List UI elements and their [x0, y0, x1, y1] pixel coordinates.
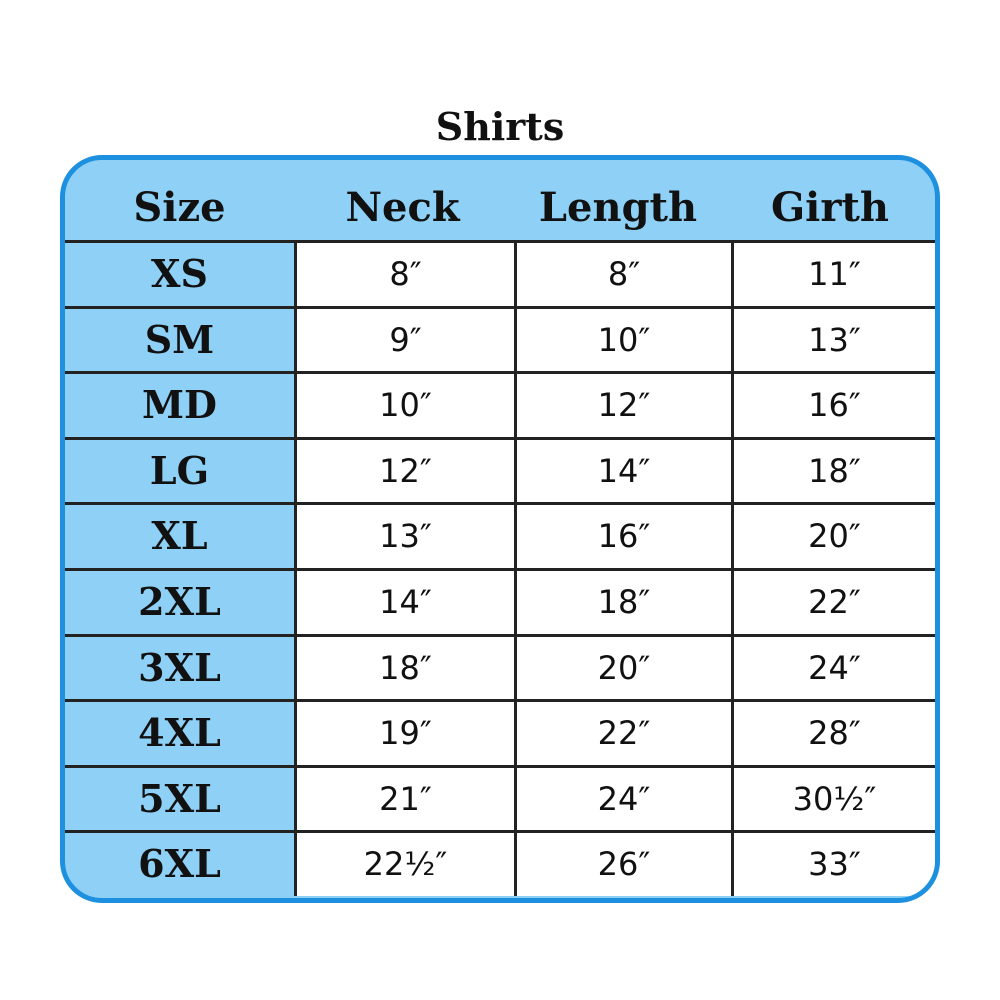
- size-cell: 6XL: [138, 841, 221, 887]
- table-row: 5XL 21″ 24″ 30½″: [65, 764, 935, 831]
- girth-cell: 24″: [731, 636, 935, 700]
- header-size: Size: [133, 184, 226, 231]
- neck-cell: 21″: [294, 767, 514, 831]
- length-cell: 22″: [514, 702, 731, 765]
- size-cell: XS: [151, 251, 208, 296]
- size-cell: SM: [144, 316, 215, 362]
- neck-cell: 13″: [294, 505, 514, 568]
- header-girth: Girth: [771, 184, 889, 231]
- girth-cell: 30½″: [731, 767, 935, 831]
- girth-cell: 13″: [731, 308, 935, 372]
- length-cell: 18″: [514, 570, 731, 634]
- neck-cell: 10″: [294, 374, 514, 437]
- table-row: MD 10″ 12″ 16″: [65, 371, 935, 437]
- table-row: 3XL 18″ 20″ 24″: [65, 633, 935, 700]
- table-title: Shirts: [435, 104, 565, 149]
- girth-cell: 18″: [731, 439, 935, 503]
- header-row: Size Neck Length Girth: [65, 160, 935, 240]
- size-cell: 5XL: [138, 775, 221, 821]
- table-row: 2XL 14″ 18″ 22″: [65, 567, 935, 634]
- table-row: 6XL 22½″ 26″ 33″: [65, 830, 935, 896]
- length-cell: 10″: [514, 308, 731, 372]
- table-row: XS 8″ 8″ 11″: [65, 240, 935, 306]
- header-neck: Neck: [345, 184, 460, 231]
- table-row: 4XL 19″ 22″ 28″: [65, 699, 935, 765]
- girth-cell: 20″: [731, 505, 935, 568]
- table-row: XL 13″ 16″ 20″: [65, 502, 935, 568]
- size-cell: 2XL: [138, 578, 221, 624]
- length-cell: 20″: [514, 636, 731, 700]
- neck-cell: 8″: [294, 243, 514, 306]
- size-cell: LG: [149, 447, 210, 493]
- neck-cell: 19″: [294, 702, 514, 765]
- girth-cell: 33″: [731, 833, 935, 896]
- size-cell: 4XL: [138, 710, 221, 756]
- size-chart-table: Size Neck Length Girth XS 8″ 8″ 11″ SM 9″ 10″ 1…: [60, 155, 940, 903]
- size-cell: XL: [151, 513, 208, 559]
- size-cell: 3XL: [138, 644, 221, 690]
- neck-cell: 14″: [294, 570, 514, 634]
- length-cell: 8″: [514, 243, 731, 306]
- length-cell: 16″: [514, 505, 731, 568]
- neck-cell: 12″: [294, 439, 514, 503]
- length-cell: 14″: [514, 439, 731, 503]
- table-row: LG 12″ 14″ 18″: [65, 436, 935, 503]
- size-cell: MD: [141, 382, 218, 428]
- table-body: XS 8″ 8″ 11″ SM 9″ 10″ 13″ MD 10″ 12″ 16″ LG 12″ 14″ 18…: [65, 240, 935, 896]
- length-cell: 12″: [514, 374, 731, 437]
- girth-cell: 16″: [731, 374, 935, 437]
- length-cell: 26″: [514, 833, 731, 896]
- girth-cell: 11″: [731, 243, 935, 306]
- neck-cell: 22½″: [294, 833, 514, 896]
- neck-cell: 18″: [294, 636, 514, 700]
- table-row: SM 9″ 10″ 13″: [65, 305, 935, 372]
- header-length: Length: [538, 184, 698, 231]
- length-cell: 24″: [514, 767, 731, 831]
- girth-cell: 28″: [731, 702, 935, 765]
- neck-cell: 9″: [294, 308, 514, 372]
- girth-cell: 22″: [731, 570, 935, 634]
